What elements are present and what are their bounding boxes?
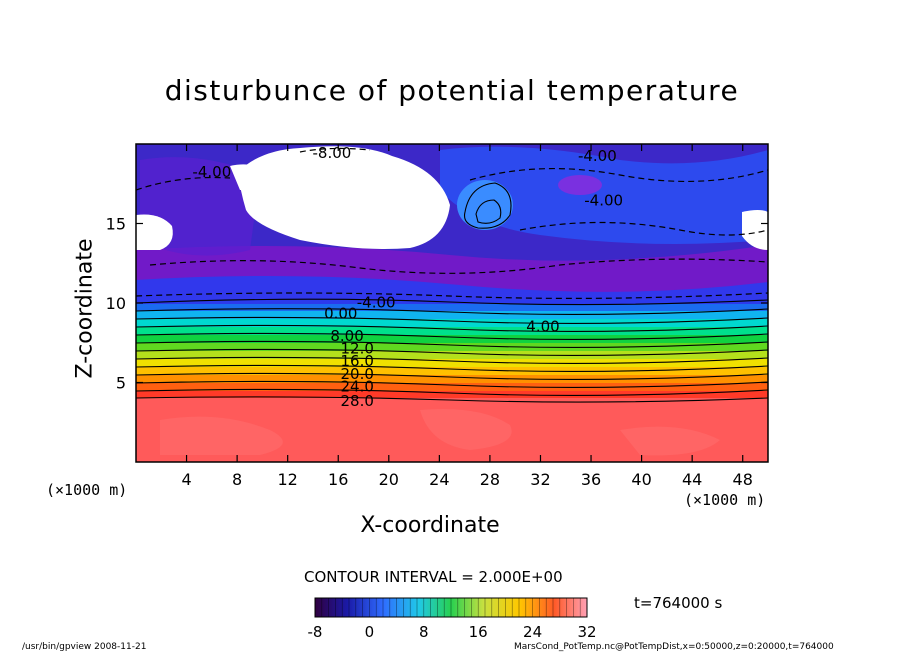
contour-label: 16.0: [340, 352, 373, 370]
x-tick-label: 4: [181, 470, 191, 489]
x-tick-label: 36: [581, 470, 601, 489]
contour-label: 12.0: [340, 340, 373, 358]
time-label: t=764000 s: [634, 594, 723, 612]
contour-label: -4.00: [357, 293, 396, 311]
x-tick-label: 28: [480, 470, 500, 489]
field-layer: [136, 144, 768, 462]
x-tick-label: 16: [328, 470, 348, 489]
colorbar-ticks: -8 0 8 16 24 32: [308, 623, 597, 641]
colorbar-tick-label: -8: [308, 623, 323, 641]
y-axis-label: Z-coordinate: [72, 238, 98, 379]
contour-label: 4.00: [526, 317, 559, 335]
x-tick-label: 40: [631, 470, 651, 489]
x-tick-label: 48: [733, 470, 753, 489]
colorbar-tick-label: 24: [523, 623, 542, 641]
contour-label: 0.00: [324, 305, 357, 323]
contour-labels: -8.00-4.00-4.00-4.00-4.000.004.008.0012.…: [192, 144, 623, 410]
x-tick-label: 24: [429, 470, 449, 489]
x-tick-label: 32: [530, 470, 550, 489]
x-unit-label-right: (×1000 m): [684, 491, 766, 509]
x-axis: 4 8 12 16 20 24 28 32 36 40 44 48: [181, 144, 753, 489]
x-tick-label: 12: [278, 470, 298, 489]
x-unit-label-left: (×1000 m): [46, 481, 128, 499]
chart-title: disturbunce of potential temperature: [164, 74, 740, 107]
contour-label: -4.00: [192, 163, 231, 181]
y-tick-label: 5: [116, 374, 126, 393]
contour-label: 24.0: [340, 378, 373, 396]
y-tick-label: 15: [106, 215, 126, 234]
x-axis-label: X-coordinate: [360, 513, 500, 538]
contour-interval-label: CONTOUR INTERVAL = 2.000E+00: [304, 568, 563, 586]
y-axis: 5 10 15: [106, 215, 768, 393]
colorbar-tick-label: 32: [577, 623, 596, 641]
x-tick-label: 8: [232, 470, 242, 489]
x-tick-label: 44: [682, 470, 702, 489]
contour-label: 28.0: [340, 392, 373, 410]
x-tick-label: 20: [379, 470, 399, 489]
colorbar-tick-label: 16: [469, 623, 488, 641]
footer-right: MarsCond_PotTemp.nc@PotTempDist,x=0:5000…: [514, 642, 834, 652]
colorbar-tick-label: 0: [365, 623, 375, 641]
footer-left: /usr/bin/gpview 2008-11-21: [22, 642, 147, 652]
contour-label: 8.00: [330, 327, 363, 345]
colorbar-tick-label: 8: [419, 623, 429, 641]
contour-label: -4.00: [578, 147, 617, 165]
y-tick-label: 10: [106, 294, 126, 313]
contour-label: -4.00: [584, 192, 623, 210]
contour-label: -8.00: [313, 144, 352, 162]
contour-label: 20.0: [340, 365, 373, 383]
colorbar-segments: [321, 598, 581, 617]
